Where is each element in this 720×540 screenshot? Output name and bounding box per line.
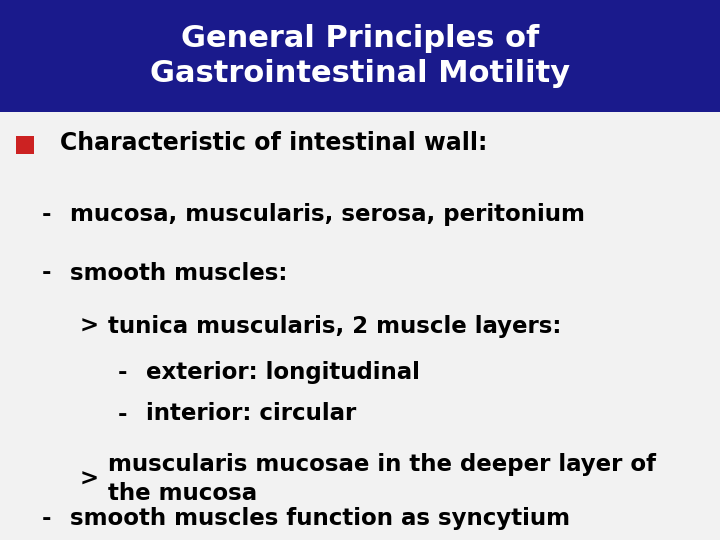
- Text: exterior: longitudinal: exterior: longitudinal: [146, 361, 420, 384]
- Text: smooth muscles function as syncytium: smooth muscles function as syncytium: [70, 507, 570, 530]
- Text: mucosa, muscularis, serosa, peritonium: mucosa, muscularis, serosa, peritonium: [70, 202, 585, 226]
- Bar: [0, 0, 720, 112]
- Text: tunica muscularis, 2 muscle layers:: tunica muscularis, 2 muscle layers:: [108, 314, 562, 338]
- Text: interior: circular: interior: circular: [146, 402, 356, 426]
- Text: -: -: [42, 507, 52, 530]
- Text: Characteristic of intestinal wall:: Characteristic of intestinal wall:: [60, 131, 487, 155]
- Text: >: >: [80, 468, 99, 490]
- Text: General Principles of
Gastrointestinal Motility: General Principles of Gastrointestinal M…: [150, 24, 570, 88]
- Text: -: -: [118, 402, 127, 426]
- Bar: [16, 136, 34, 154]
- Text: muscularis mucosae in the deeper layer of
the mucosa: muscularis mucosae in the deeper layer o…: [108, 453, 656, 505]
- Text: -: -: [118, 361, 127, 384]
- Text: >: >: [80, 314, 99, 338]
- Text: -: -: [42, 261, 52, 285]
- Text: -: -: [42, 202, 52, 226]
- Text: smooth muscles:: smooth muscles:: [70, 261, 287, 285]
